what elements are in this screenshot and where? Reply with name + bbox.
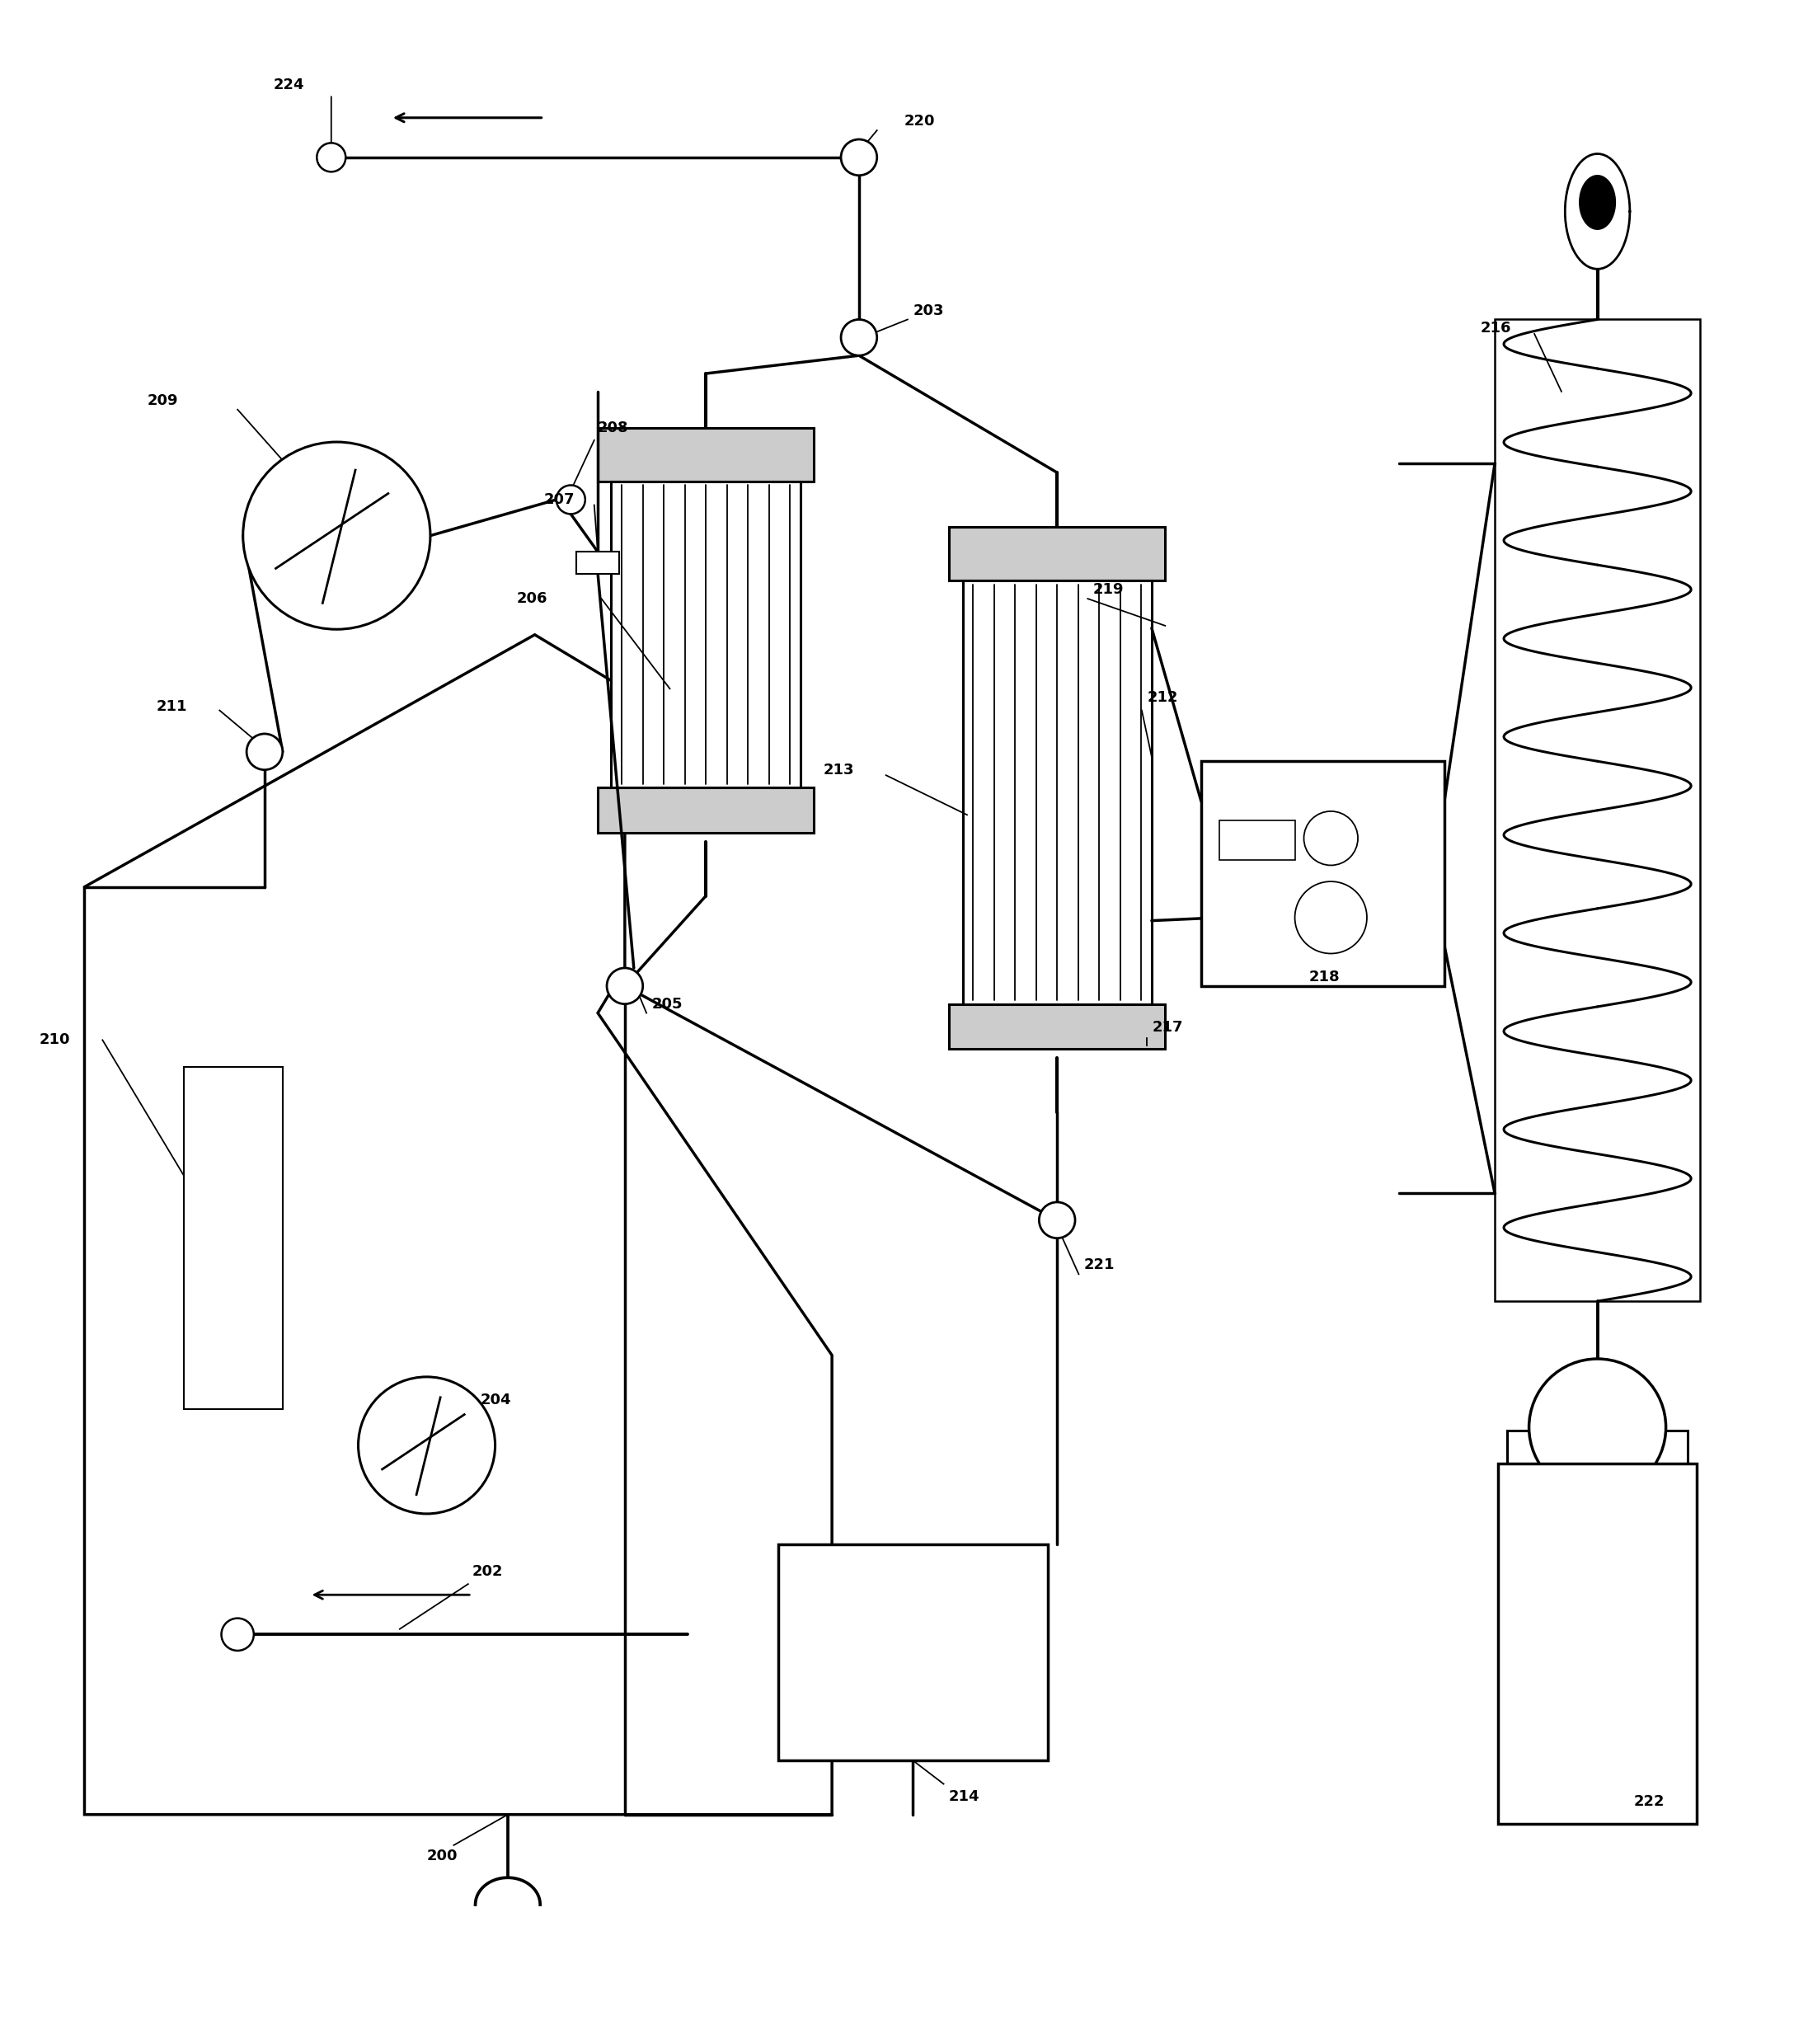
Circle shape bbox=[316, 143, 345, 172]
Circle shape bbox=[242, 442, 430, 630]
Circle shape bbox=[246, 734, 282, 771]
Circle shape bbox=[1295, 881, 1367, 955]
Bar bbox=[611, 482, 801, 787]
Bar bbox=[962, 580, 1152, 1004]
Text: 213: 213 bbox=[823, 762, 853, 777]
Circle shape bbox=[358, 1378, 495, 1515]
Bar bbox=[1201, 760, 1445, 985]
Bar bbox=[577, 552, 620, 574]
Text: 222: 222 bbox=[1633, 1795, 1665, 1809]
Text: 224: 224 bbox=[273, 78, 304, 92]
Bar bbox=[1499, 1464, 1696, 1823]
Text: 202: 202 bbox=[472, 1564, 503, 1578]
Bar bbox=[598, 427, 814, 482]
Circle shape bbox=[607, 969, 644, 1004]
Text: 204: 204 bbox=[481, 1392, 512, 1408]
Bar bbox=[949, 1004, 1164, 1049]
Circle shape bbox=[841, 319, 877, 356]
Text: 214: 214 bbox=[949, 1788, 980, 1805]
Text: 210: 210 bbox=[40, 1032, 71, 1047]
Bar bbox=[1495, 319, 1700, 1302]
Circle shape bbox=[1304, 811, 1358, 865]
Text: 203: 203 bbox=[913, 303, 944, 319]
Circle shape bbox=[557, 484, 586, 513]
Text: 221: 221 bbox=[1085, 1257, 1116, 1273]
Circle shape bbox=[221, 1619, 253, 1652]
Circle shape bbox=[1040, 1202, 1076, 1239]
Text: 216: 216 bbox=[1481, 321, 1511, 335]
Text: 218: 218 bbox=[1309, 969, 1340, 985]
Bar bbox=[949, 527, 1164, 580]
Text: 209: 209 bbox=[148, 392, 179, 409]
Text: 206: 206 bbox=[517, 591, 548, 607]
Polygon shape bbox=[1566, 153, 1629, 270]
Text: 200: 200 bbox=[427, 1848, 457, 1864]
Text: 207: 207 bbox=[544, 493, 575, 507]
Text: 220: 220 bbox=[904, 114, 935, 129]
Text: 211: 211 bbox=[157, 699, 188, 713]
Circle shape bbox=[1530, 1359, 1665, 1496]
Text: 219: 219 bbox=[1094, 583, 1125, 597]
Text: 217: 217 bbox=[1152, 1020, 1184, 1034]
Bar bbox=[1508, 1431, 1687, 1464]
Bar bbox=[598, 787, 814, 832]
Circle shape bbox=[841, 139, 877, 176]
Text: 208: 208 bbox=[598, 421, 629, 435]
Bar bbox=[777, 1545, 1049, 1760]
Polygon shape bbox=[1580, 176, 1615, 229]
Text: 205: 205 bbox=[653, 997, 683, 1012]
Text: 212: 212 bbox=[1146, 691, 1179, 705]
Bar bbox=[184, 1067, 282, 1408]
Bar bbox=[1219, 820, 1295, 861]
Polygon shape bbox=[85, 636, 832, 1815]
